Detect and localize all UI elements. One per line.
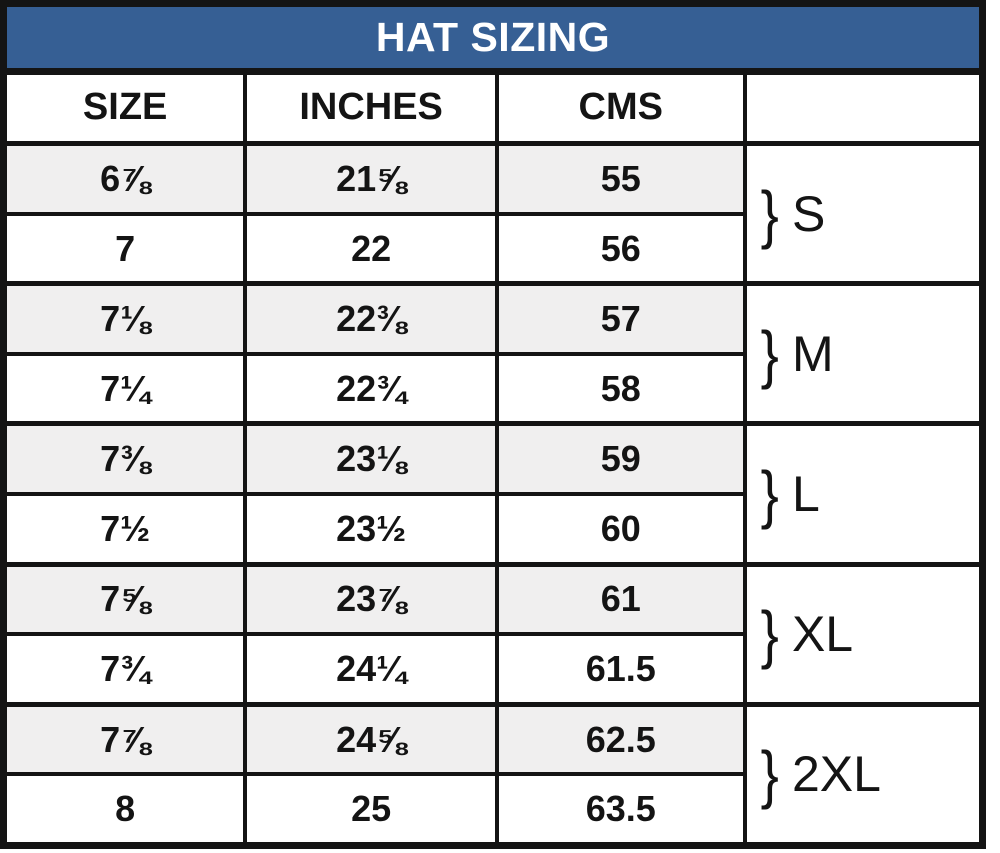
brace-glyph: } [760, 598, 779, 671]
inches-cell: 24¼ [243, 632, 499, 707]
table-row: 7⅛ 22⅜ 57 } M [1, 281, 985, 426]
group-cell-l: } L [742, 421, 985, 567]
brace-glyph: } [760, 738, 779, 811]
group-label: L [791, 466, 820, 523]
column-header-inches: INCHES [243, 69, 499, 147]
brace-glyph: } [760, 317, 779, 390]
group-label: XL [791, 606, 854, 663]
inches-cell: 23⅛ [243, 421, 499, 497]
size-cell: 7¾ [1, 632, 248, 707]
table-row: 6⅞ 21⅝ 55 } S [1, 141, 985, 286]
cms-cell: 57 [494, 281, 747, 356]
group-cell-s: } S [742, 141, 985, 286]
size-cell: 7⅛ [1, 281, 248, 356]
cms-cell: 55 [494, 141, 747, 216]
cms-cell: 62.5 [494, 701, 747, 777]
table-row: 7¾ 24¼ 61.5 [1, 632, 983, 707]
inches-cell: 23½ [243, 492, 499, 567]
cms-cell: 63.5 [494, 772, 747, 848]
group-label: 2XL [791, 746, 881, 803]
size-cell: 7 [1, 211, 248, 286]
inches-cell: 22 [243, 211, 499, 286]
title-row: HAT SIZING [1, 1, 985, 75]
group-label: S [791, 185, 826, 242]
column-header-cms: CMS [494, 69, 747, 147]
table-row: 7⅝ 23⅞ 61 } XL [1, 561, 985, 707]
inches-cell: 23⅞ [243, 561, 499, 637]
size-cell: 8 [1, 772, 248, 848]
table-row: 7¼ 22¾ 58 [1, 351, 983, 426]
inches-cell: 22¾ [243, 351, 499, 426]
header-row: SIZE INCHES CMS [1, 69, 985, 147]
column-header-size: SIZE [1, 69, 248, 147]
cms-cell: 61 [494, 561, 747, 637]
size-cell: 7⅞ [1, 701, 248, 777]
inches-cell: 21⅝ [243, 141, 499, 216]
group-cell-m: } M [742, 281, 985, 426]
size-cell: 7½ [1, 492, 248, 567]
table-row: 7⅞ 24⅝ 62.5 } 2XL [1, 701, 985, 848]
group-cell-xl: } XL [742, 561, 985, 707]
table-row: 8 25 63.5 [1, 772, 983, 848]
table-row: 7 22 56 [1, 211, 983, 286]
cms-cell: 56 [494, 211, 747, 286]
size-cell: 7⅝ [1, 561, 248, 637]
table-title: HAT SIZING [1, 1, 985, 75]
inches-cell: 24⅝ [243, 701, 499, 777]
column-header-group [742, 69, 985, 147]
group-label: M [791, 325, 834, 382]
size-cell: 7¼ [1, 351, 248, 426]
brace-glyph: } [760, 458, 779, 531]
cms-cell: 61.5 [494, 632, 747, 707]
inches-cell: 22⅜ [243, 281, 499, 356]
table-row: 7⅜ 23⅛ 59 } L [1, 421, 985, 567]
cms-cell: 58 [494, 351, 747, 426]
table-row: 7½ 23½ 60 [1, 492, 983, 567]
cms-cell: 60 [494, 492, 747, 567]
inches-cell: 25 [243, 772, 499, 848]
cms-cell: 59 [494, 421, 747, 497]
brace-glyph: } [760, 177, 779, 250]
size-cell: 6⅞ [1, 141, 248, 216]
size-cell: 7⅜ [1, 421, 248, 497]
group-cell-2xl: } 2XL [742, 701, 985, 848]
